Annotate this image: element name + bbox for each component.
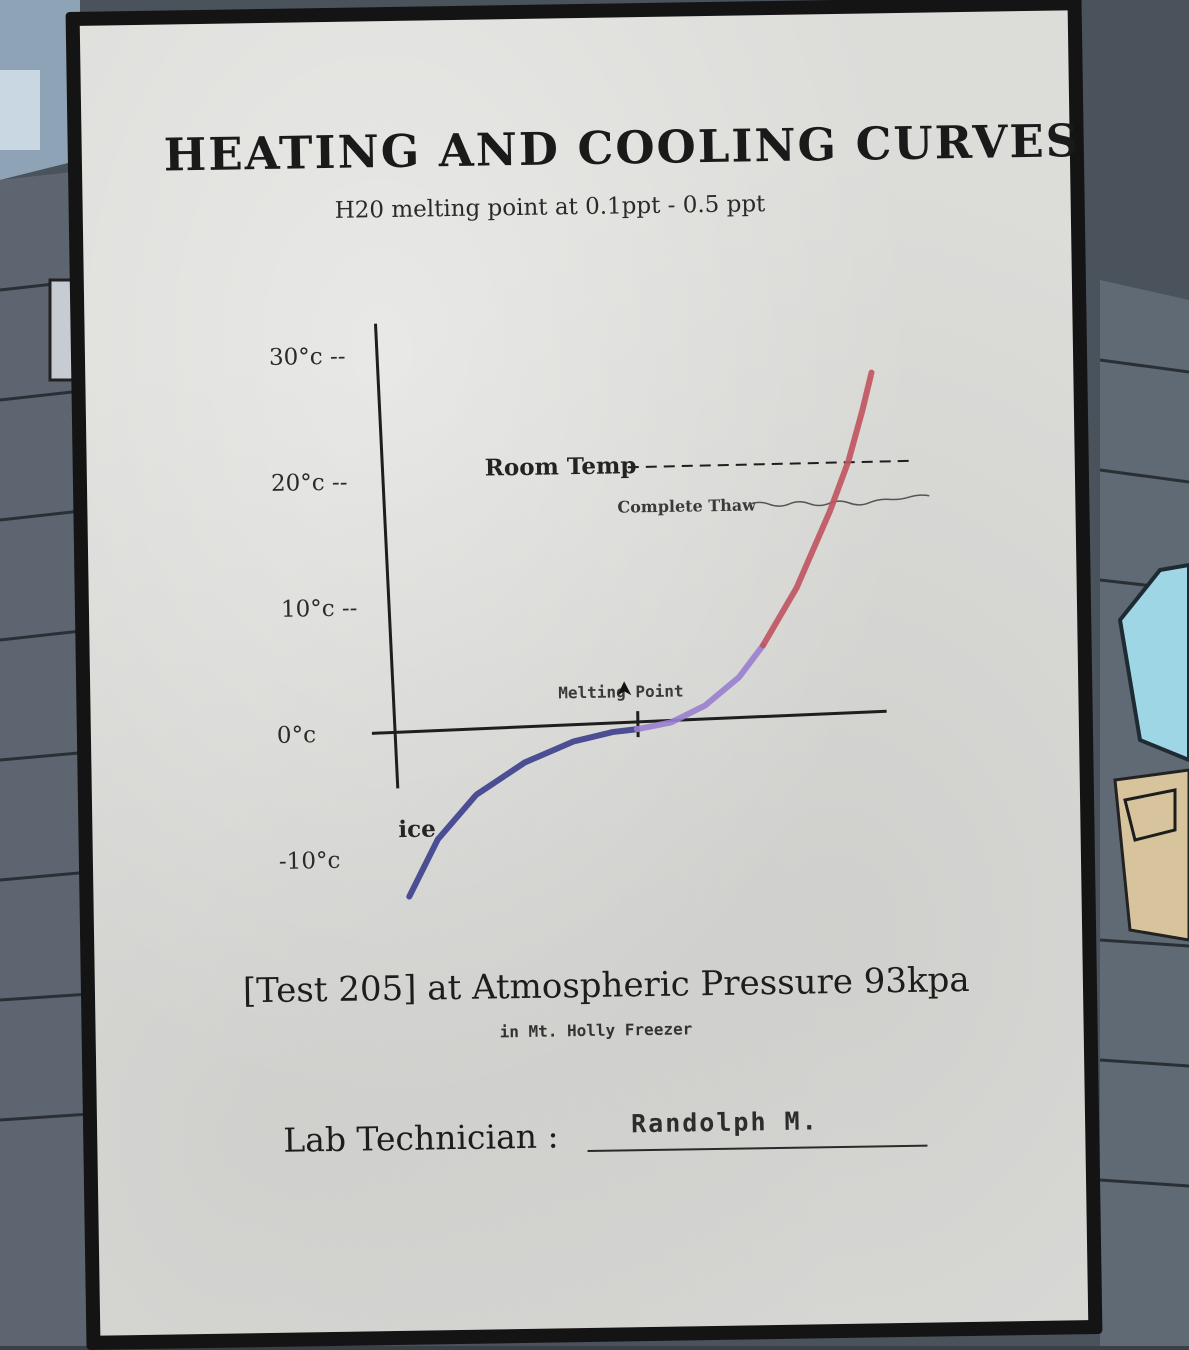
y-tick-label: 0°c [277, 722, 316, 749]
y-tick-label: -10°c [279, 848, 341, 875]
y-tick-label: 20°c -- [271, 470, 348, 497]
heating-cooling-note[interactable]: HEATING AND COOLING CURVES H20 melting p… [66, 0, 1103, 1350]
lab-technician-label: Lab Technician : [283, 1116, 559, 1159]
room-temp-dashed-line [628, 461, 913, 467]
curve-segment-cold [407, 729, 640, 896]
lab-technician-name: Randolph M. [631, 1106, 819, 1138]
room-temp-label: Room Temp [485, 452, 637, 481]
ice-label: ice [398, 816, 436, 844]
complete-thaw-scribble [749, 495, 929, 507]
complete-thaw-label: Complete Thaw [617, 495, 757, 516]
test-location: in Mt. Holly Freezer [499, 1019, 692, 1041]
y-tick-label: 10°c -- [281, 596, 358, 623]
y-tick-label: 30°c -- [269, 344, 346, 371]
y-axis [375, 323, 397, 788]
heating-curve-chart: 30°c -- 20°c -- 10°c -- 0°c -10°c Room Temp Co… [66, 0, 1103, 1350]
curve-segment-hot [759, 373, 876, 646]
